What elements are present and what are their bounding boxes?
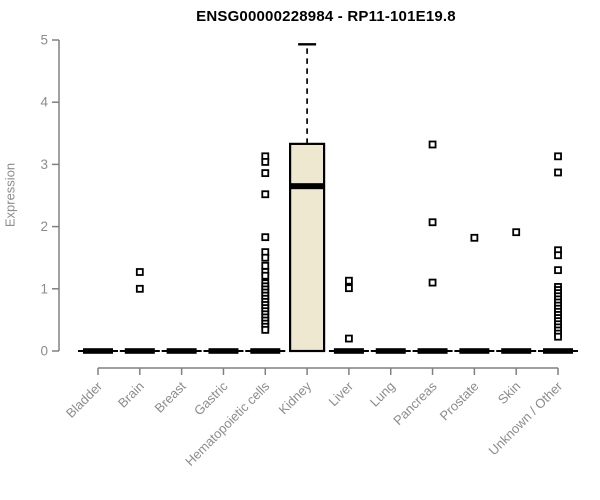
box-group-pancreas (412, 140, 453, 354)
collapsed-box-bar (543, 348, 574, 354)
outlier-point (345, 276, 353, 285)
box-group-bladder (78, 348, 118, 354)
outlier-point (554, 251, 562, 260)
x-tick-label: Breast (152, 378, 189, 415)
x-tick-label: Unknown / Other (486, 378, 566, 458)
collapsed-box-bar (501, 348, 532, 354)
median-line (290, 183, 325, 190)
box-group-kidney (289, 43, 326, 353)
outlier-point (261, 261, 270, 270)
box-group-hematopoietic-cells (245, 152, 286, 354)
box-group-prostate (454, 233, 495, 354)
outlier-point (428, 278, 437, 287)
outlier-point (261, 158, 270, 166)
y-tick-label: 1 (40, 281, 48, 296)
box-group-lung (370, 348, 411, 354)
y-tick-label: 3 (40, 157, 48, 172)
box-group-brain (119, 268, 160, 354)
outlier-point (135, 284, 144, 293)
collapsed-box-bar (124, 348, 155, 354)
x-tick-label: Brain (115, 379, 147, 411)
box-group-gastric (203, 348, 244, 354)
collapsed-box-bar (166, 348, 197, 354)
outlier-point (554, 168, 562, 177)
outlier-point (261, 169, 270, 178)
collapsed-box-bar (375, 348, 406, 354)
x-tick-label: Bladder (63, 378, 106, 421)
box-group-skin (496, 228, 537, 354)
collapsed-box-bar (250, 348, 281, 354)
x-tick-label: Kidney (276, 378, 315, 417)
collapsed-box-bar (333, 348, 364, 354)
y-tick-label: 5 (40, 33, 48, 48)
x-tick-label: Skin (495, 379, 523, 407)
outlier-point (554, 152, 562, 161)
collapsed-box-bar (83, 348, 113, 354)
outlier-point (261, 253, 270, 262)
x-tick-label: Gastric (191, 378, 231, 418)
collapsed-box-bar (417, 348, 448, 354)
box-rect (289, 142, 326, 353)
outlier-point (554, 266, 562, 275)
box-group-liver (328, 276, 369, 354)
outlier-point (554, 332, 562, 341)
y-axis: 0 1 2 3 4 5 (40, 33, 60, 359)
collapsed-box-bar (208, 348, 239, 354)
outlier-point (428, 218, 437, 227)
box-group-breast (161, 348, 202, 354)
outlier-point (261, 325, 270, 334)
outlier-point (428, 140, 437, 149)
outlier-point (135, 268, 144, 276)
x-tick-label: Lung (367, 379, 398, 410)
y-tick-label: 4 (40, 95, 48, 110)
outlier-point (512, 228, 521, 237)
y-tick-label: 0 (40, 344, 48, 359)
box-group-unknown-other (538, 152, 579, 354)
outlier-point (345, 334, 353, 343)
outlier-point (261, 271, 270, 280)
x-tick-label: Prostate (437, 379, 482, 424)
collapsed-box-bar (459, 348, 490, 354)
chart-title: ENSG00000228984 - RP11-101E19.8 (196, 8, 456, 25)
outlier-point (470, 233, 479, 242)
outlier-point (345, 284, 353, 293)
x-tick-label: Pancreas (390, 378, 440, 428)
y-tick-label: 2 (40, 219, 48, 234)
outlier-point (261, 233, 270, 242)
x-tick-label: Liver (326, 378, 357, 409)
outlier-point (261, 190, 270, 199)
